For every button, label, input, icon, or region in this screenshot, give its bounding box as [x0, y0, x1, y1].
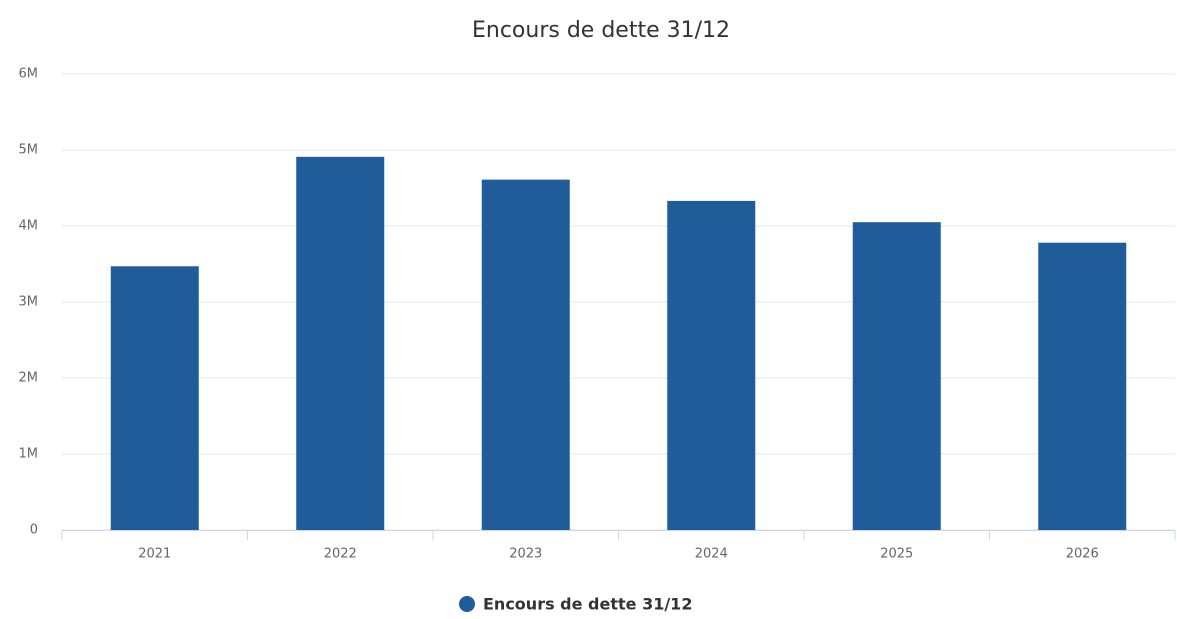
bar	[296, 156, 385, 530]
x-tick-label: 2022	[324, 547, 357, 562]
bar	[667, 200, 756, 531]
bar	[852, 222, 941, 530]
legend-marker	[459, 596, 475, 612]
bar	[1038, 242, 1127, 530]
y-tick-label: 6M	[19, 67, 39, 82]
bar	[110, 266, 199, 530]
y-tick-label: 4M	[19, 219, 39, 234]
y-tick-label: 0	[30, 523, 38, 538]
x-tick-label: 2021	[138, 547, 171, 562]
x-tick-label: 2023	[509, 547, 542, 562]
y-tick-label: 2M	[19, 371, 39, 386]
bar	[481, 179, 570, 530]
y-tick-label: 5M	[19, 143, 39, 158]
y-tick-label: 1M	[19, 447, 39, 462]
chart-title: Encours de dette 31/12	[472, 18, 730, 43]
y-tick-label: 3M	[19, 295, 39, 310]
legend-label: Encours de dette 31/12	[483, 595, 692, 614]
x-tick-label: 2026	[1066, 547, 1099, 562]
x-tick-label: 2024	[695, 547, 728, 562]
x-tick-label: 2025	[880, 547, 913, 562]
